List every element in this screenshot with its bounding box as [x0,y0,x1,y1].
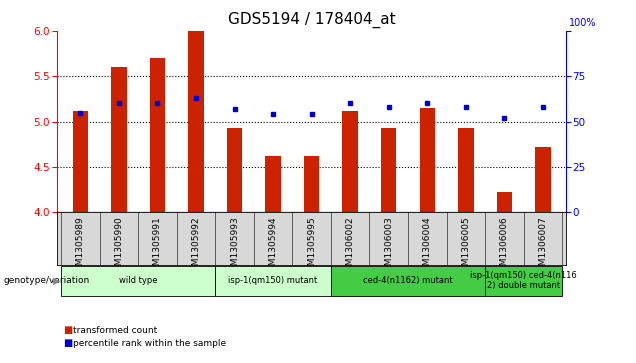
Text: GSM1306006: GSM1306006 [500,217,509,277]
Bar [458,128,474,212]
Bar [331,266,485,296]
Text: GSM1306005: GSM1306005 [461,217,470,277]
Title: GDS5194 / 178404_at: GDS5194 / 178404_at [228,12,396,28]
Bar [536,147,551,212]
Bar [111,67,127,212]
Text: GSM1305992: GSM1305992 [191,217,200,277]
Bar [485,266,562,296]
Text: GSM1305995: GSM1305995 [307,217,316,277]
Text: percentile rank within the sample: percentile rank within the sample [73,339,226,347]
Bar [61,266,215,296]
Text: GSM1305989: GSM1305989 [76,217,85,277]
Text: isp-1(qm150) mutant: isp-1(qm150) mutant [228,276,318,285]
Text: ▶: ▶ [53,276,60,286]
Text: ced-4(n1162) mutant: ced-4(n1162) mutant [363,276,453,285]
Text: GSM1306003: GSM1306003 [384,217,393,277]
Bar [381,128,396,212]
Bar [304,156,319,212]
Bar [420,108,435,212]
Text: genotype/variation: genotype/variation [3,277,90,285]
Bar [215,266,331,296]
Text: GSM1306002: GSM1306002 [346,217,355,277]
Text: GSM1305994: GSM1305994 [268,217,277,277]
Text: GSM1305990: GSM1305990 [114,217,123,277]
Bar [497,192,512,212]
Text: GSM1305993: GSM1305993 [230,217,239,277]
Text: transformed count: transformed count [73,326,157,335]
Text: 100%: 100% [569,18,597,28]
Bar [265,156,281,212]
Bar [227,128,242,212]
Text: GSM1305991: GSM1305991 [153,217,162,277]
Text: isp-1(qm150) ced-4(n116
2) double mutant: isp-1(qm150) ced-4(n116 2) double mutant [470,271,577,290]
Bar [73,111,88,212]
Bar [342,111,358,212]
Text: wild type: wild type [119,276,158,285]
Text: GSM1306007: GSM1306007 [539,217,548,277]
Bar [188,31,204,212]
Text: GSM1306004: GSM1306004 [423,217,432,277]
Text: ■: ■ [64,325,73,335]
Bar [149,58,165,212]
Text: ■: ■ [64,338,73,348]
